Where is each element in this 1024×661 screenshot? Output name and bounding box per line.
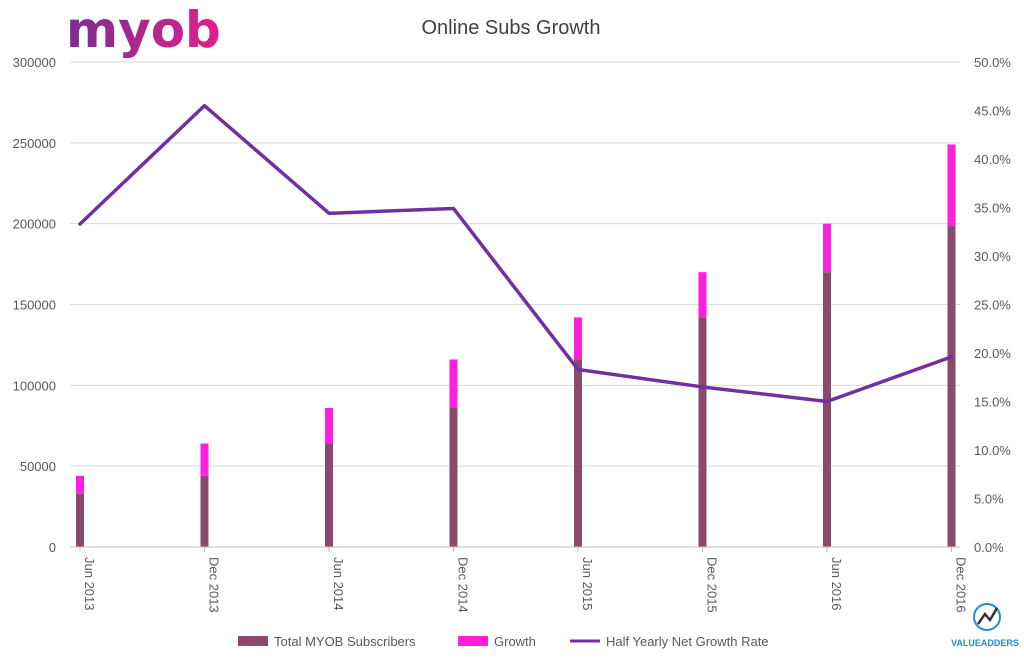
bar-total-subscribers xyxy=(449,407,458,547)
right-tick-label: 0.0% xyxy=(974,540,1004,555)
x-tick-label: Jun 2016 xyxy=(829,557,844,611)
right-tick-label: 40.0% xyxy=(974,152,1011,167)
left-tick-label: 200000 xyxy=(13,217,56,232)
right-tick-label: 45.0% xyxy=(974,104,1011,119)
left-tick-label: 0 xyxy=(49,540,56,555)
bar-total-subscribers xyxy=(325,443,333,547)
bar-total-subscribers xyxy=(947,225,956,548)
legend-label-growth-rate: Half Yearly Net Growth Rate xyxy=(606,634,769,649)
legend-label-growth: Growth xyxy=(494,634,536,649)
valueadders-text: VALUEADDERS xyxy=(951,638,1019,648)
right-tick-label: 20.0% xyxy=(974,346,1011,361)
right-axis-ticks: 0.0% 5.0% 10.0% 15.0% 20.0% 25.0% 30.0% 35.0% 40… xyxy=(974,55,1011,555)
x-tick-label: Dec 2013 xyxy=(207,557,222,613)
growth-rate-line-group xyxy=(78,103,954,404)
bar-total-subscribers xyxy=(200,475,209,547)
bar-total-subscribers xyxy=(823,272,831,547)
legend-swatch-growth xyxy=(458,636,488,646)
legend-swatch-total-subscribers xyxy=(238,636,268,646)
bar-total-subscribers xyxy=(574,359,582,547)
x-tick-label: Dec 2014 xyxy=(456,557,471,613)
right-tick-label: 25.0% xyxy=(974,298,1011,313)
gridlines xyxy=(70,61,960,467)
right-tick-label: 50.0% xyxy=(974,55,1011,70)
legend: Total MYOB Subscribers Growth Half Yearl… xyxy=(238,634,769,649)
bar-growth xyxy=(574,317,582,360)
right-tick-label: 10.0% xyxy=(974,443,1011,458)
left-tick-label: 250000 xyxy=(13,136,56,151)
right-tick-label: 30.0% xyxy=(974,249,1011,264)
left-tick-label: 150000 xyxy=(13,298,56,313)
right-tick-label: 5.0% xyxy=(974,492,1004,507)
x-tick-label: Dec 2015 xyxy=(705,557,720,613)
bar-growth xyxy=(947,144,956,226)
valueadders-watermark: VALUEADDERS xyxy=(951,603,1019,648)
valueadders-circle-icon xyxy=(973,603,1001,631)
bar-total-subscribers xyxy=(76,493,84,547)
chart-title: Online Subs Growth xyxy=(422,17,601,39)
left-tick-label: 300000 xyxy=(13,55,56,70)
bar-growth xyxy=(325,407,333,444)
x-tick-label: Jun 2015 xyxy=(580,557,595,611)
growth-rate-line xyxy=(78,103,954,404)
x-axis: Jun 2013 Dec 2013 Jun 2014 Dec 2014 Jun 2015… xyxy=(70,546,969,613)
legend-label-total-subscribers: Total MYOB Subscribers xyxy=(274,634,416,649)
left-tick-label: 50000 xyxy=(20,459,56,474)
right-tick-label: 15.0% xyxy=(974,395,1011,410)
valueadders-arrow-icon xyxy=(976,607,999,625)
x-tick-label: Jun 2013 xyxy=(82,557,97,611)
x-tick-label: Dec 2016 xyxy=(954,557,969,613)
bars xyxy=(76,144,956,548)
right-tick-label: 35.0% xyxy=(974,201,1011,216)
x-tick-label: Jun 2014 xyxy=(331,557,346,611)
bar-growth xyxy=(698,272,707,318)
bar-growth xyxy=(823,223,831,273)
bar-growth xyxy=(76,475,84,494)
left-axis-ticks: 0 50000 100000 150000 200000 250000 300000 xyxy=(13,55,56,555)
bar-growth xyxy=(200,443,209,476)
left-tick-label: 100000 xyxy=(13,378,56,393)
myob-logo: myob xyxy=(66,1,221,59)
bar-growth xyxy=(449,359,458,408)
bar-total-subscribers xyxy=(698,317,707,547)
